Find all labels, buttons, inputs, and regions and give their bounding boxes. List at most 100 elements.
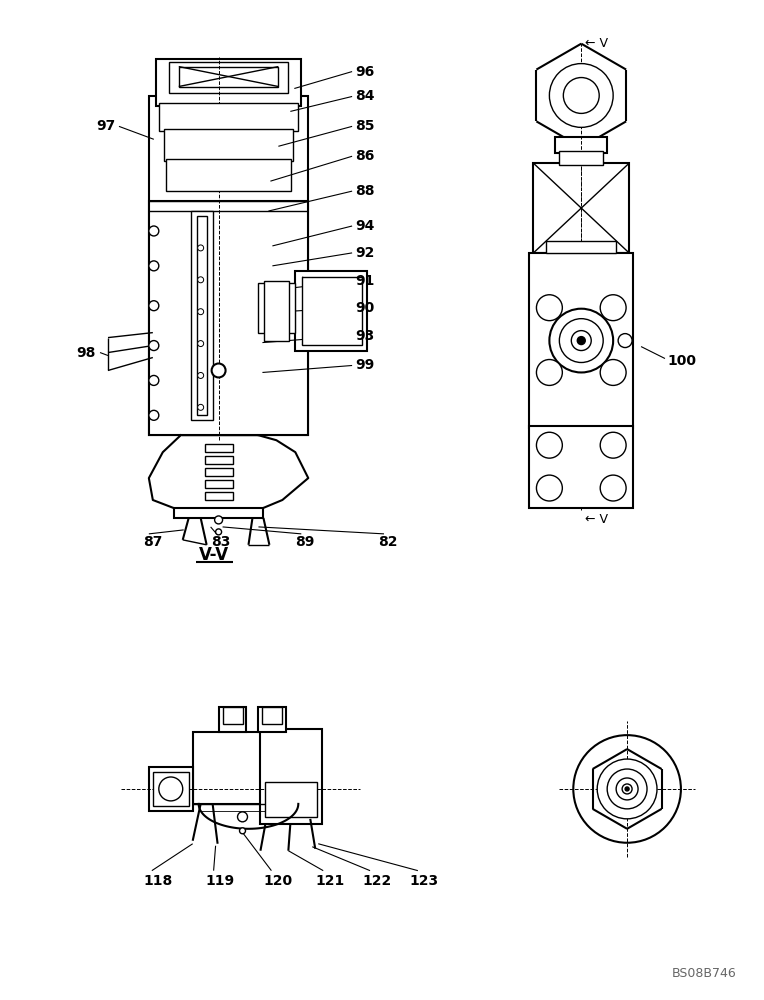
Bar <box>153 772 189 806</box>
Bar <box>263 707 283 724</box>
Circle shape <box>536 295 562 321</box>
Bar <box>529 426 633 508</box>
Text: 122: 122 <box>362 874 391 888</box>
Bar <box>169 62 288 93</box>
Text: V-V: V-V <box>199 546 228 564</box>
Circle shape <box>215 529 222 535</box>
Circle shape <box>238 812 248 822</box>
Bar <box>149 767 193 811</box>
Bar <box>265 782 317 817</box>
Bar <box>205 492 232 500</box>
Circle shape <box>240 828 245 834</box>
Circle shape <box>212 363 225 377</box>
Bar <box>149 201 308 435</box>
Text: 93: 93 <box>355 329 374 343</box>
Text: 96: 96 <box>355 65 374 79</box>
Circle shape <box>559 319 604 363</box>
Text: 88: 88 <box>355 184 374 198</box>
Bar <box>163 129 293 161</box>
Circle shape <box>149 301 159 311</box>
Text: 121: 121 <box>316 874 345 888</box>
Circle shape <box>549 64 613 127</box>
Bar <box>529 253 633 428</box>
Text: 84: 84 <box>355 89 374 103</box>
Circle shape <box>601 432 626 458</box>
Circle shape <box>601 360 626 385</box>
Bar <box>205 456 232 464</box>
Circle shape <box>563 78 599 113</box>
Text: 100: 100 <box>667 354 696 368</box>
Bar <box>296 271 367 351</box>
Bar <box>546 241 616 253</box>
Text: 89: 89 <box>296 535 315 549</box>
Circle shape <box>607 769 647 809</box>
Circle shape <box>198 277 204 283</box>
Bar <box>222 707 242 724</box>
Bar <box>261 729 322 824</box>
Text: 99: 99 <box>355 358 374 372</box>
Circle shape <box>215 516 222 524</box>
Bar <box>303 277 362 345</box>
Circle shape <box>149 341 159 351</box>
Bar <box>193 732 280 804</box>
Circle shape <box>571 331 591 351</box>
Circle shape <box>149 375 159 385</box>
Bar <box>555 137 607 153</box>
Text: 92: 92 <box>355 246 374 260</box>
Bar <box>219 707 247 732</box>
Bar <box>205 468 232 476</box>
Bar <box>559 151 604 165</box>
Circle shape <box>536 360 562 385</box>
Bar <box>205 444 232 452</box>
Circle shape <box>198 404 204 410</box>
Circle shape <box>149 226 159 236</box>
Text: 120: 120 <box>264 874 293 888</box>
Bar <box>156 59 301 106</box>
Circle shape <box>198 372 204 378</box>
Text: 90: 90 <box>355 301 374 315</box>
Bar <box>159 103 298 131</box>
Text: ← V: ← V <box>585 37 608 50</box>
Bar <box>258 707 286 732</box>
Ellipse shape <box>573 735 681 843</box>
Circle shape <box>149 410 159 420</box>
Bar <box>173 508 264 518</box>
Circle shape <box>198 309 204 315</box>
Text: 91: 91 <box>355 274 374 288</box>
Bar <box>149 96 308 435</box>
Circle shape <box>625 787 629 791</box>
Text: 123: 123 <box>410 874 439 888</box>
Circle shape <box>536 475 562 501</box>
Text: 118: 118 <box>144 874 173 888</box>
Circle shape <box>616 778 638 800</box>
Text: 98: 98 <box>76 346 96 360</box>
Circle shape <box>549 309 613 372</box>
Circle shape <box>159 777 183 801</box>
Circle shape <box>622 784 632 794</box>
Text: 94: 94 <box>355 219 374 233</box>
Circle shape <box>149 261 159 271</box>
Bar <box>179 67 278 87</box>
Circle shape <box>536 432 562 458</box>
Text: 82: 82 <box>378 535 397 549</box>
Circle shape <box>618 334 632 348</box>
Text: 85: 85 <box>355 119 374 133</box>
Bar <box>191 211 212 420</box>
Text: BS08B746: BS08B746 <box>672 967 736 980</box>
Bar <box>258 283 296 333</box>
Circle shape <box>578 337 585 345</box>
Text: 119: 119 <box>206 874 235 888</box>
Circle shape <box>601 295 626 321</box>
Circle shape <box>601 475 626 501</box>
Text: 87: 87 <box>143 535 162 549</box>
Bar <box>264 281 290 341</box>
Bar <box>205 480 232 488</box>
Text: 86: 86 <box>355 149 374 163</box>
Text: ← V: ← V <box>585 513 608 526</box>
Text: 97: 97 <box>96 119 115 133</box>
Bar <box>196 216 206 415</box>
Bar <box>166 159 291 191</box>
Text: 83: 83 <box>211 535 230 549</box>
Circle shape <box>198 245 204 251</box>
Circle shape <box>198 341 204 347</box>
